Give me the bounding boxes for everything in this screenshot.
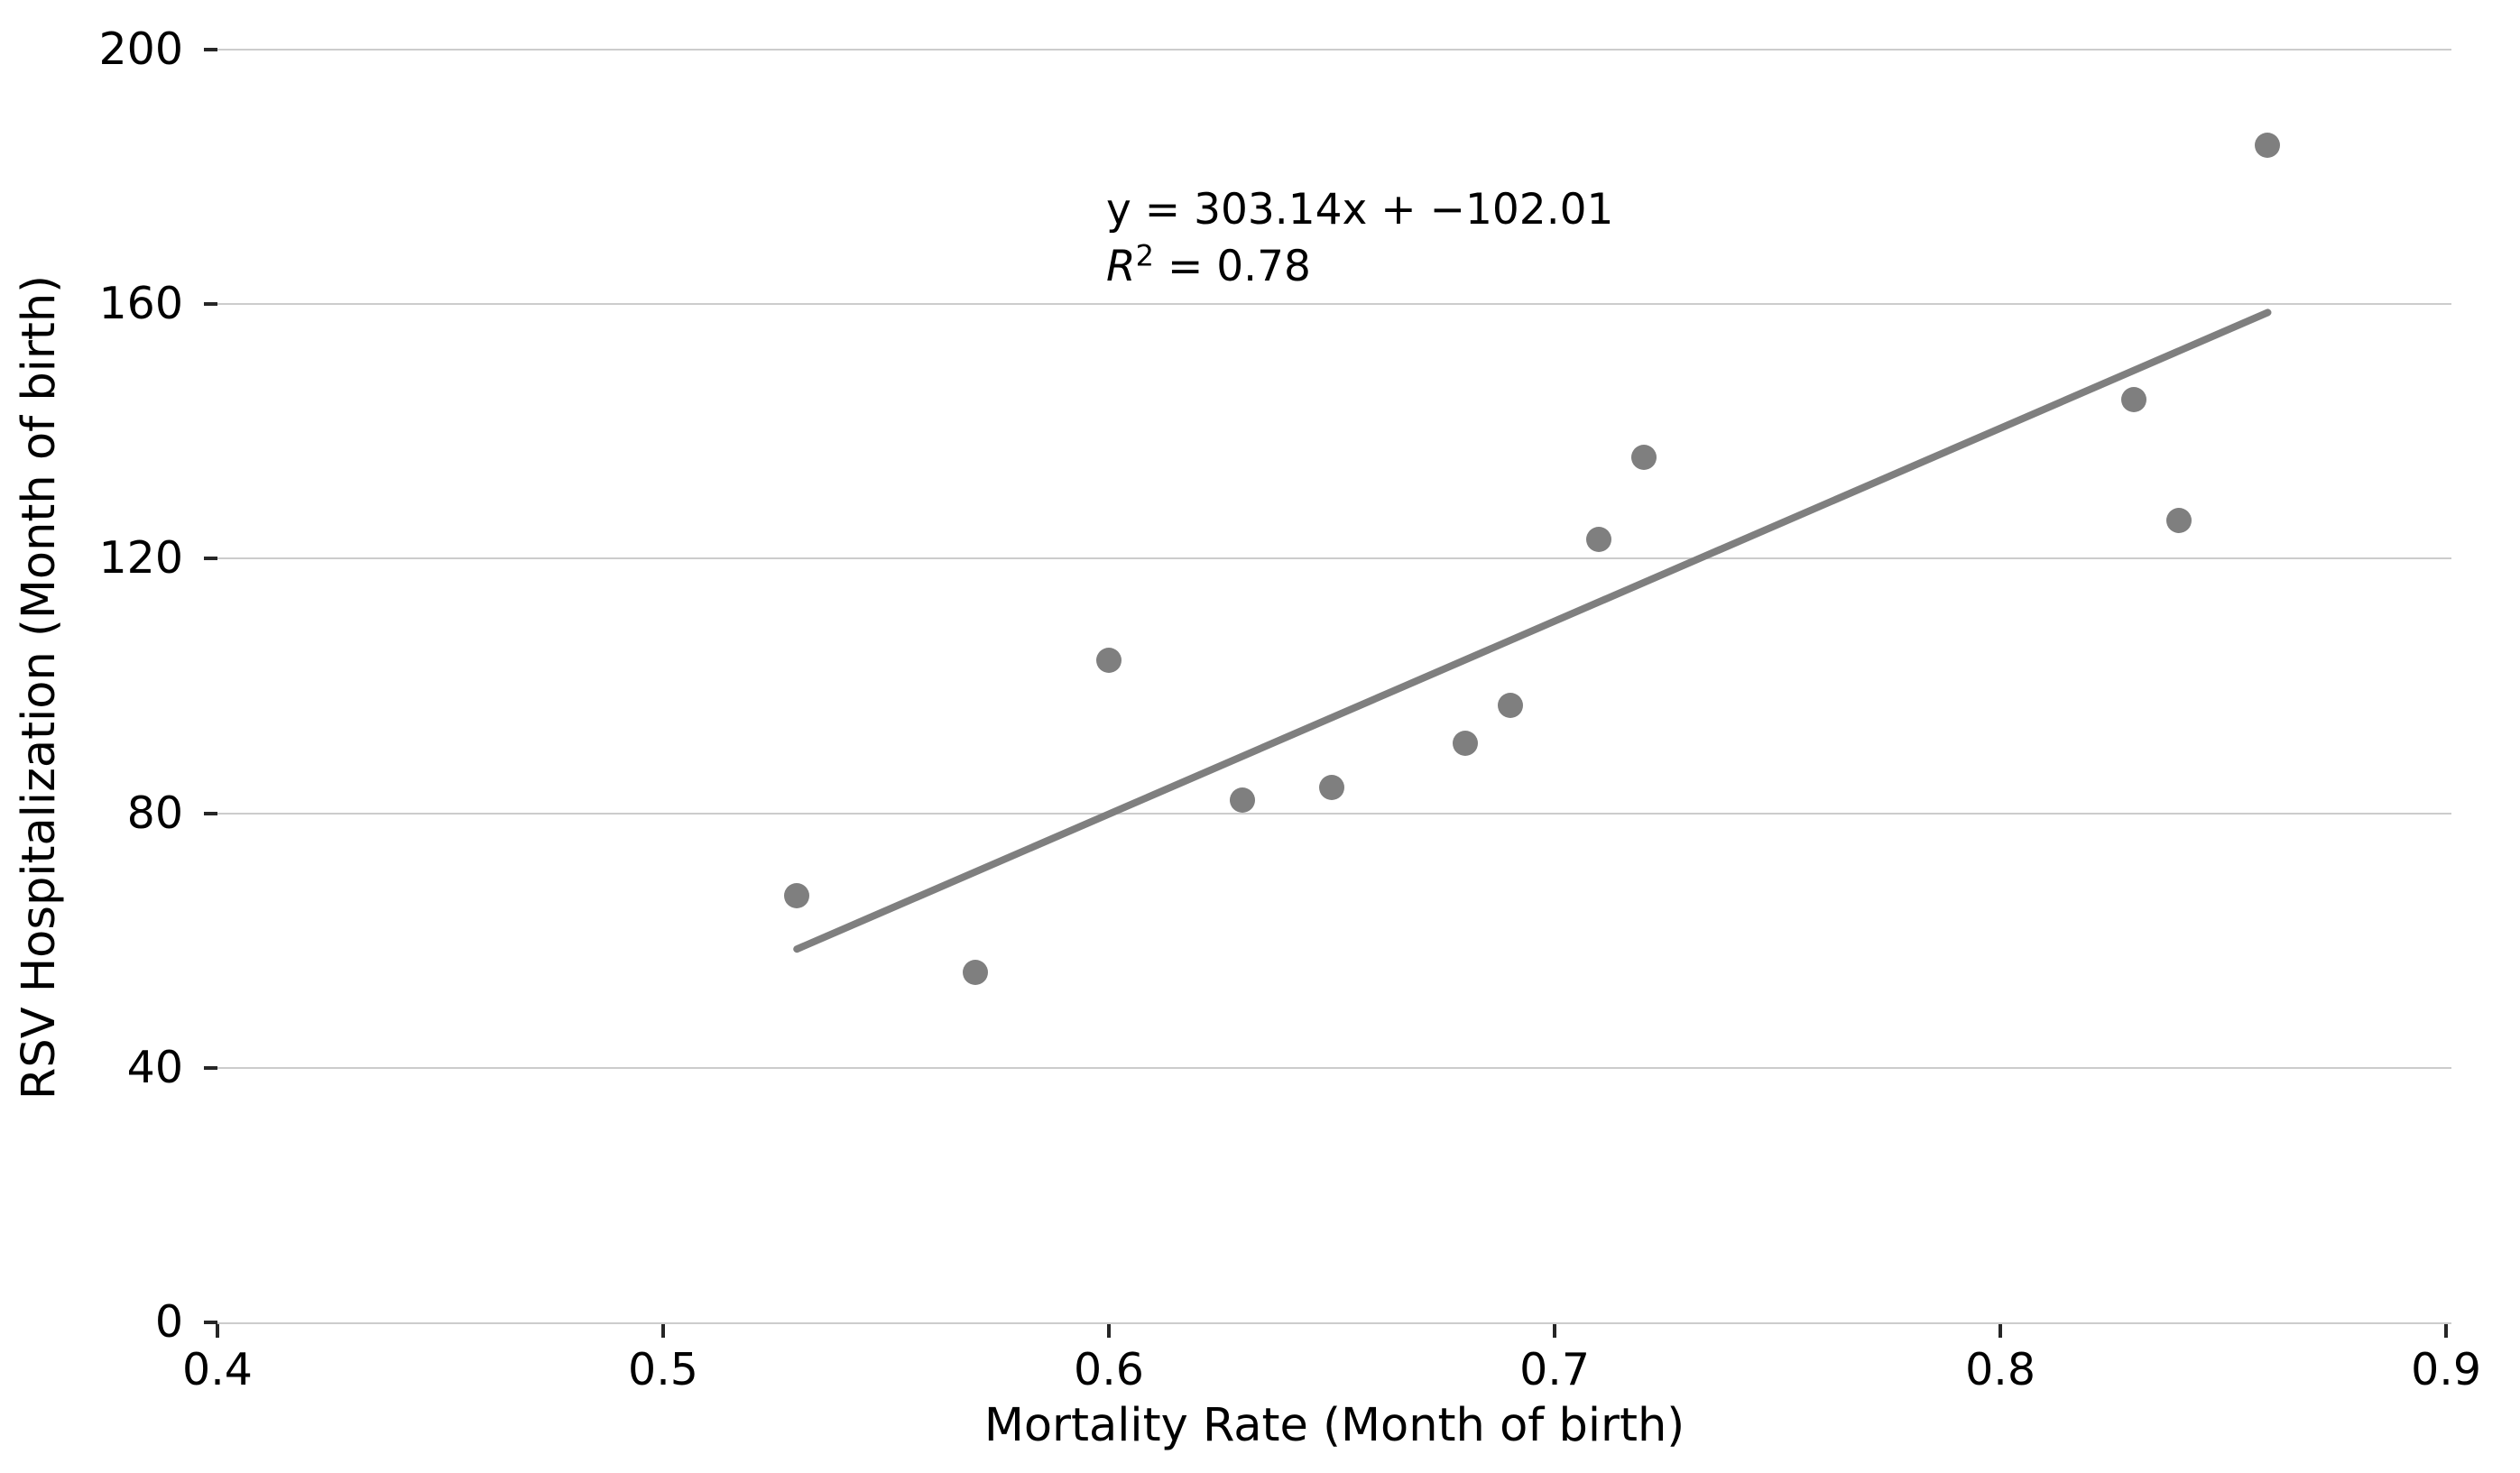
y-tick-label-0: 0 [154,1296,183,1348]
scatter-point [1319,775,1345,801]
regression-annotation: y = 303.14x + −102.01 R2 = 0.78 [1106,181,1613,295]
x-tick-label-0.6: 0.6 [1074,1344,1144,1395]
y-tick-mark-200 [204,48,217,51]
scatter-point [2165,508,2192,534]
gridline-y-160 [217,303,2451,306]
x-tick-mark-0.8 [1998,1324,2003,1338]
plot-area: y = 303.14x + −102.01 R2 = 0.78 [217,49,2451,1324]
x-tick-label-0.9: 0.9 [2411,1344,2482,1395]
scatter-point [1096,648,1122,674]
scatter-point [2121,387,2147,413]
regression-equation: y = 303.14x + −102.01 [1106,185,1614,235]
r-symbol: R [1106,242,1136,291]
scatter-point [962,959,988,985]
r-squared-line: R2 = 0.78 [1106,238,1613,295]
y-tick-label-120: 120 [98,532,183,585]
scatter-point [1230,787,1256,814]
x-tick-mark-0.4 [216,1324,219,1338]
scatter-point [784,883,810,909]
y-tick-label-160: 160 [98,278,183,330]
r-superscript: 2 [1135,238,1155,273]
trend-line [793,308,2272,953]
scatter-point [1586,527,1612,553]
gridline-y-80 [217,812,2451,815]
x-tick-mark-0.7 [1553,1324,1557,1338]
y-tick-mark-160 [204,302,217,307]
y-tick-mark-120 [204,557,217,561]
y-tick-mark-80 [204,811,217,815]
x-tick-label-0.5: 0.5 [628,1344,698,1395]
y-tick-label-200: 200 [98,23,183,75]
scatter-point [1497,692,1523,718]
x-axis-label: Mortality Rate (Month of birth) [983,1399,1685,1452]
x-tick-label-0.7: 0.7 [1519,1344,1590,1395]
y-tick-mark-40 [204,1065,217,1070]
x-tick-mark-0.6 [1107,1324,1112,1338]
scatter-point [2255,132,2281,158]
x-tick-mark-0.5 [661,1324,665,1338]
trendline-svg [793,308,2272,953]
gridline-y-40 [217,1066,2451,1069]
y-axis-label: RSV Hospitalization (Month of birth) [13,274,66,1100]
y-tick-label-40: 40 [126,1041,183,1093]
scatter-point [1630,444,1657,470]
gridline-y-120 [217,557,2451,560]
r-squared-value: = 0.78 [1154,242,1311,291]
y-tick-mark-0 [204,1321,217,1324]
scatter-point [1453,730,1479,756]
x-tick-label-0.8: 0.8 [1965,1344,2036,1395]
y-tick-label-80: 80 [126,787,183,839]
x-tick-label-0.4: 0.4 [182,1344,253,1395]
gridline-y-200 [217,49,2451,51]
x-tick-mark-0.9 [2444,1324,2449,1338]
